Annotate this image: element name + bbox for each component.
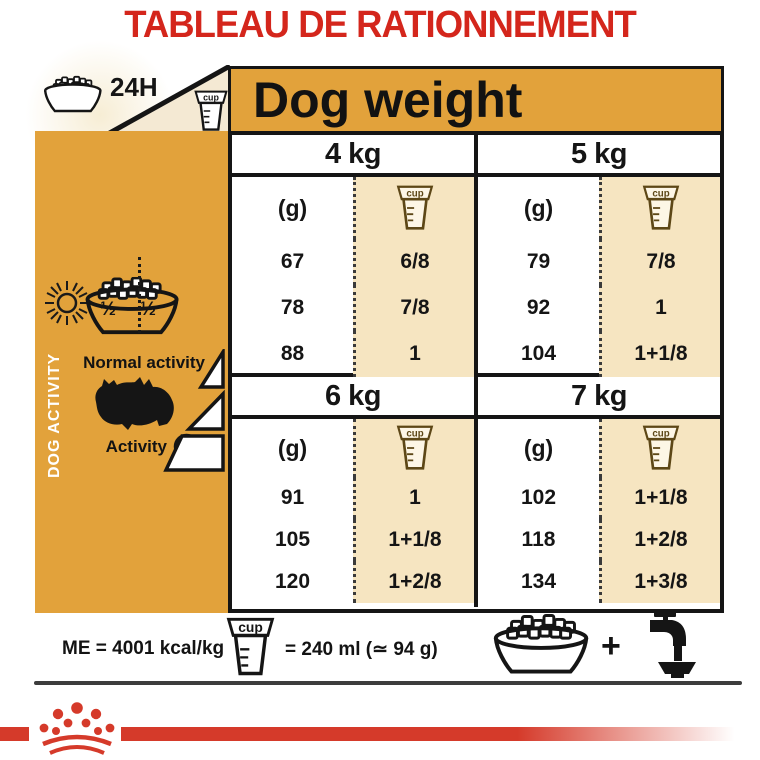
svg-text:cup: cup [238, 619, 263, 635]
ration-block-6-7kg: (g) cup 91 1 105 1+1/8 120 1+2/8 (g) [232, 419, 720, 607]
ration-5kg: (g) cup 79 7/8 92 1 104 1+1/8 [474, 177, 720, 377]
activity-label: Activity [105, 437, 167, 456]
cup-icon: cup [396, 425, 434, 470]
moon-icon [194, 286, 209, 316]
weight-header-5kg: 5 kg [474, 135, 720, 173]
cup-equivalence-label: = 240 ml (≃ 94 g) [285, 639, 438, 660]
plus-sign: + [601, 627, 621, 665]
crown-logo [39, 702, 115, 755]
cup-icon: cup [396, 185, 434, 230]
half-portion-day: ½ [100, 299, 116, 320]
cups-value: 7/8 [353, 285, 474, 331]
ration-block-4-5kg: (g) cup 67 6/8 78 7/8 88 1 (g) [232, 177, 720, 377]
svg-text:cup: cup [652, 189, 669, 200]
cup-icon: cup [226, 617, 275, 676]
grams-value: 118 [521, 528, 556, 551]
grams-unit-header: (g) [277, 194, 308, 221]
grams-unit-header: (g) [277, 434, 308, 461]
grams-value: 79 [526, 250, 551, 273]
grams-value: 91 [280, 486, 305, 509]
activity-level-triangles [163, 349, 225, 472]
food-bowl-half-icon [85, 277, 179, 335]
normal-activity-label: Normal activity [83, 353, 205, 372]
red-band [121, 727, 760, 741]
cups-value: 1+1/8 [599, 477, 720, 519]
weight-header-4kg: 4 kg [324, 137, 382, 170]
dog-weight-header: Dog weight [228, 66, 724, 135]
bowl-split-dotted-line [138, 257, 141, 333]
cup-icon: cup [642, 425, 680, 470]
grams-value: 92 [526, 296, 551, 319]
cups-value: 1+1/8 [353, 519, 474, 561]
sun-icon [45, 281, 89, 325]
grams-unit-header: (g) [523, 434, 554, 461]
cups-value: 1+2/8 [353, 561, 474, 603]
feeding-table: 4 kg 5 kg (g) cup 67 6/8 78 7/8 88 [228, 131, 724, 613]
metabolizable-energy-label: ME = 4001 kcal/kg [62, 638, 225, 659]
daily-24h-label: 24H [110, 72, 158, 102]
svg-text:cup: cup [406, 189, 423, 200]
food-bowl-icon [493, 614, 589, 674]
cup-icon: cup [642, 185, 680, 230]
cups-value: 1 [353, 331, 474, 377]
ration-4kg: (g) cup 67 6/8 78 7/8 88 1 [232, 177, 474, 377]
grams-value: 67 [280, 250, 305, 273]
ration-6kg: (g) cup 91 1 105 1+1/8 120 1+2/8 [232, 419, 474, 607]
cups-value: 7/8 [599, 239, 720, 285]
water-tap-icon [650, 609, 696, 678]
cup-column-header: cup [353, 419, 474, 477]
separator-line [34, 681, 742, 685]
cup-column-header: cup [353, 177, 474, 239]
cup-icon: cup [194, 90, 228, 131]
cup-column-header: cup [599, 419, 720, 477]
legend-row: ME = 4001 kcal/kg cup = 240 ml (≃ 94 g) … [35, 609, 725, 681]
weight-header-row: 4 kg 5 kg [232, 135, 720, 177]
grams-value: 104 [520, 342, 557, 365]
grams-value: 78 [280, 296, 305, 319]
cups-value: 1+3/8 [599, 561, 720, 603]
cups-value: 6/8 [353, 239, 474, 285]
cups-value: 1+2/8 [599, 519, 720, 561]
grams-unit-header: (g) [523, 194, 554, 221]
page-title: TABLEAU DE RATIONNEMENT [124, 4, 637, 46]
grams-value: 105 [274, 528, 311, 551]
red-band-left [0, 727, 29, 741]
cups-value: 1 [353, 477, 474, 519]
weight-header-7kg: 7 kg [474, 377, 720, 415]
ration-7kg: (g) cup 102 1+1/8 118 1+2/8 134 1+3/8 [474, 419, 720, 607]
svg-text:cup: cup [203, 93, 219, 103]
svg-text:cup: cup [406, 429, 423, 440]
weight-header-row: 6 kg 7 kg [232, 377, 720, 419]
cups-value: 1 [599, 285, 720, 331]
svg-text:cup: cup [652, 429, 669, 440]
cup-column-header: cup [599, 177, 720, 239]
grams-value: 102 [520, 486, 557, 509]
dog-activity-sidebar: ½ ½ DOG ACTIVITY Normal activity Activit… [35, 131, 228, 613]
food-bowl-icon [44, 75, 102, 113]
weight-header-6kg: 6 kg [324, 379, 382, 412]
grams-value: 134 [520, 570, 557, 593]
half-portion-night: ½ [140, 299, 156, 320]
cups-value: 1+1/8 [599, 331, 720, 377]
grams-value: 88 [280, 342, 305, 365]
grams-value: 120 [274, 570, 311, 593]
dog-silhouette-icon [95, 377, 174, 430]
